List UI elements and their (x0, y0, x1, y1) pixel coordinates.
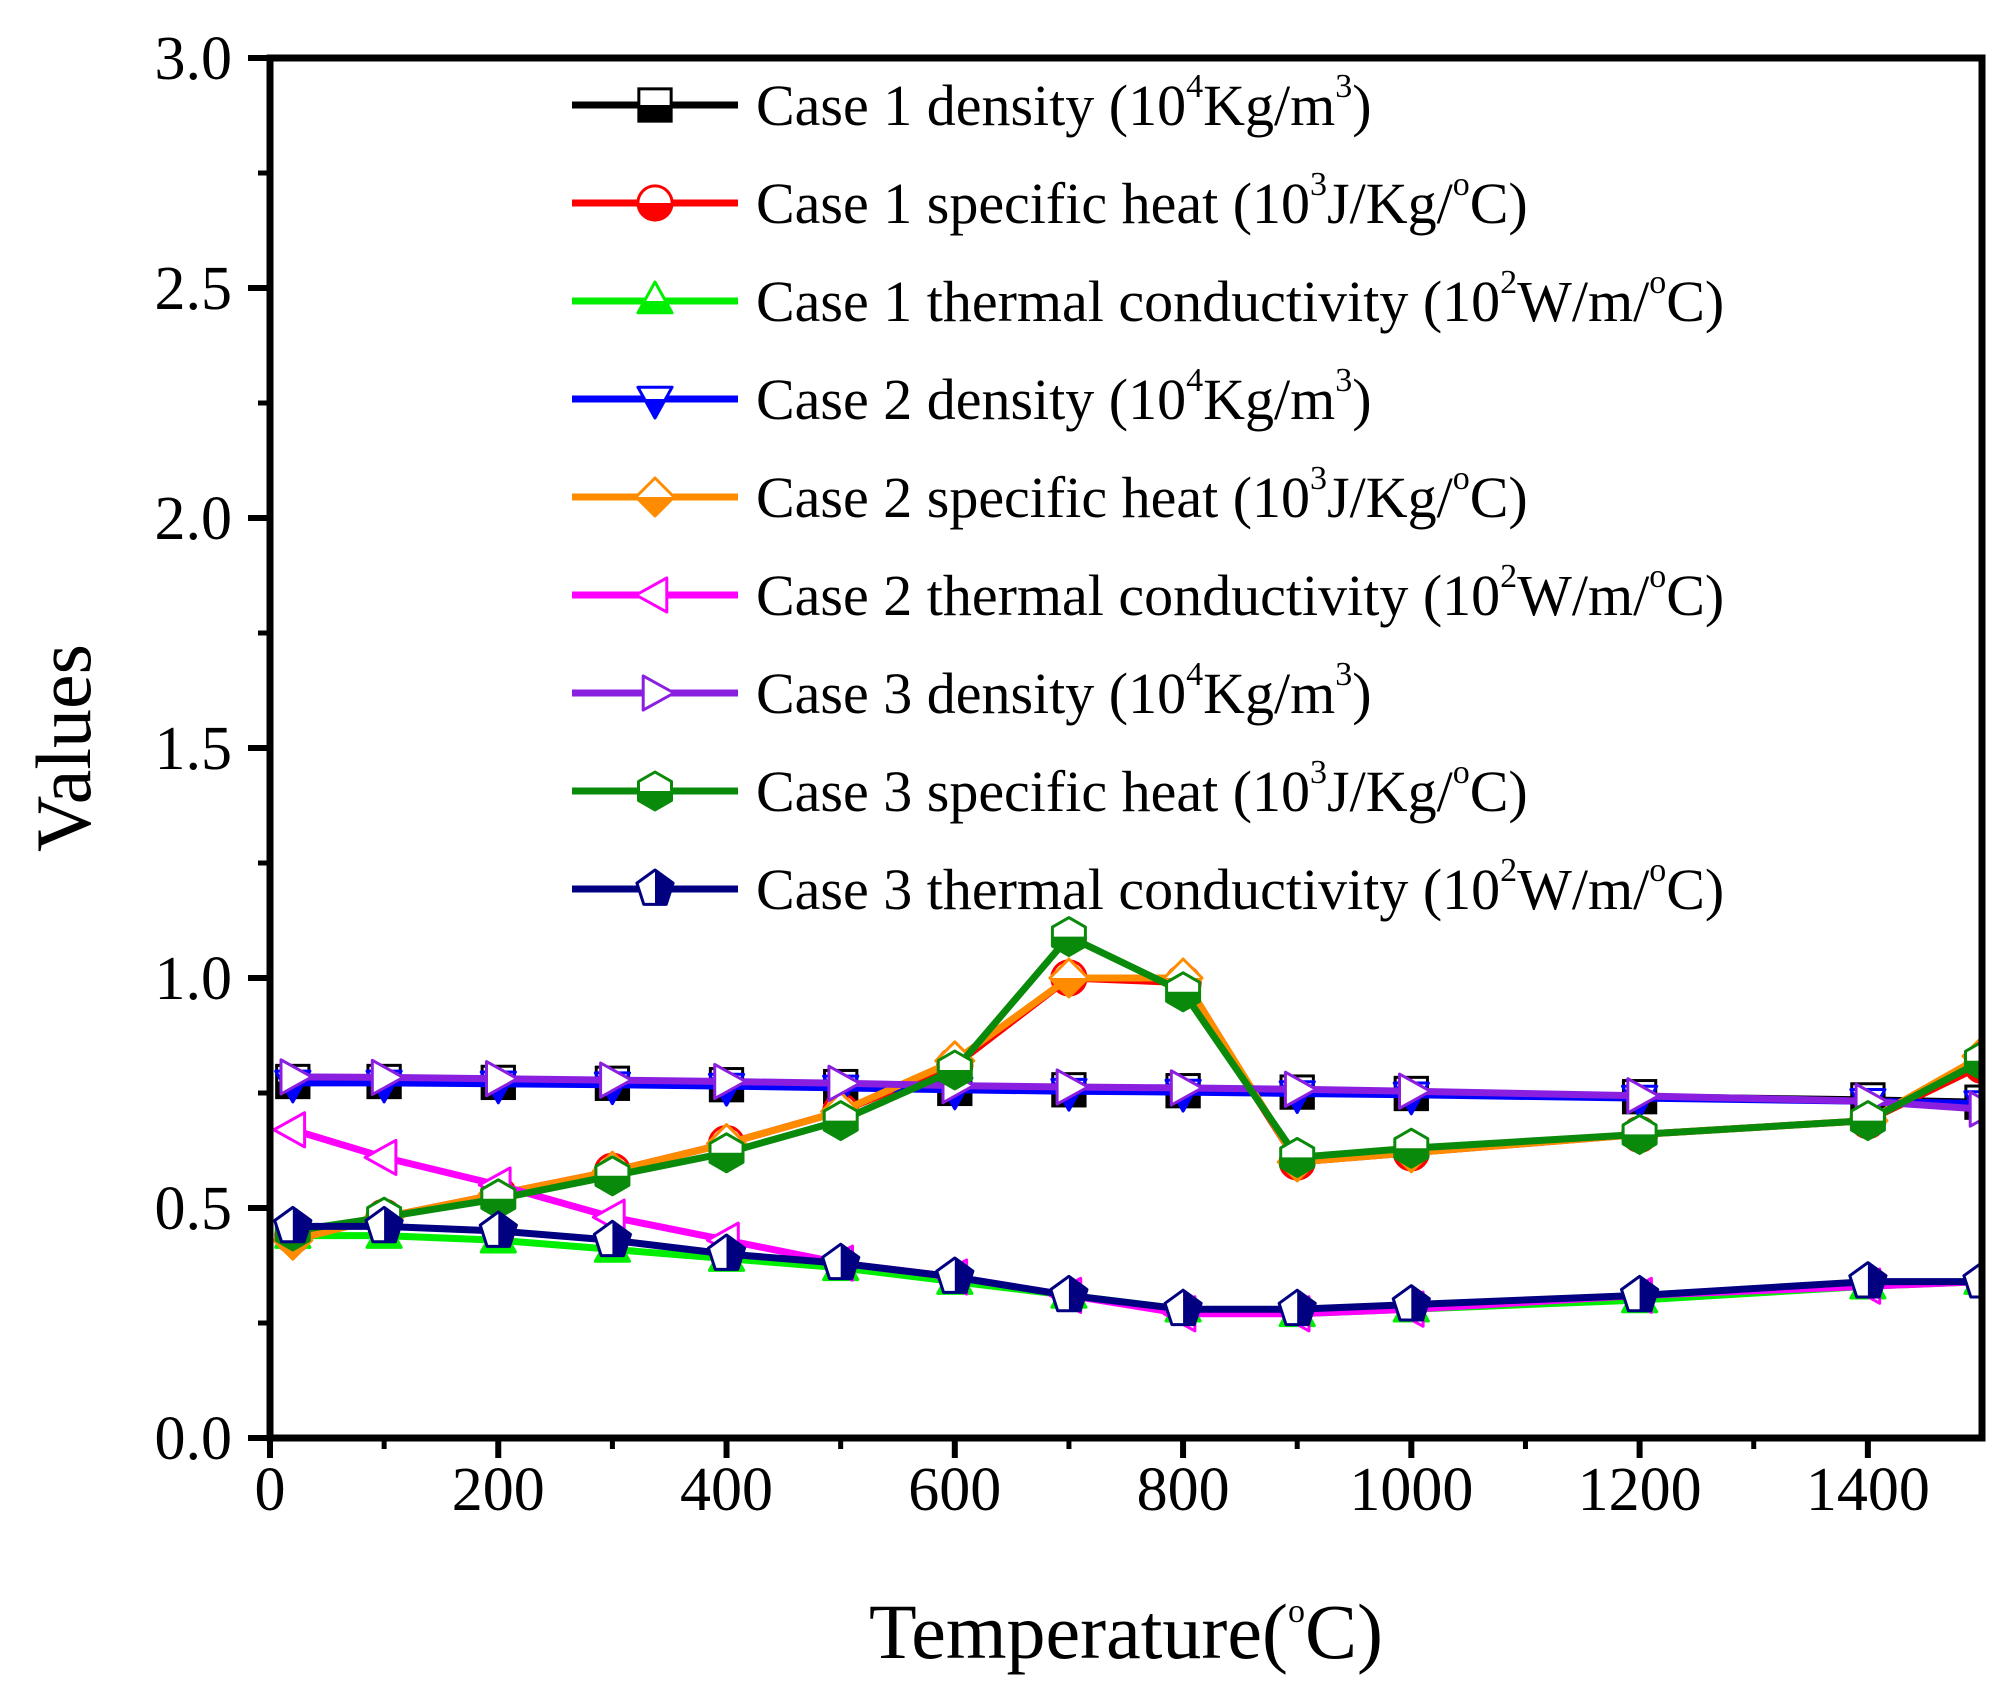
legend-marker (636, 385, 674, 420)
y-tick-label: 3.0 (155, 25, 233, 93)
legend-item-7: Case 3 density (104Kg/m3) (572, 656, 1372, 726)
legend-item-4: Case 2 density (104Kg/m3) (572, 362, 1372, 432)
legend-item-2: Case 1 specific heat (103J/Kg/oC) (572, 166, 1528, 236)
data-point (1169, 1069, 1204, 1107)
data-point (936, 1049, 973, 1091)
legend-label: Case 2 specific heat (103J/Kg/oC) (756, 460, 1528, 530)
data-point (1398, 1072, 1432, 1110)
x-axis-title-tail: C) (1305, 1588, 1383, 1675)
legend-label: Case 2 density (104Kg/m3) (756, 362, 1372, 432)
data-point (1621, 1113, 1658, 1155)
data-point (1277, 1288, 1317, 1327)
data-point (706, 1233, 747, 1271)
series-line-8 (292, 933, 1984, 1235)
x-axis-title-main: Temperature( (869, 1588, 1288, 1675)
legend-item-6: Case 2 thermal conductivity (102W/m/oC) (572, 558, 1724, 628)
legend-marker (637, 87, 673, 123)
legend: Case 1 density (104Kg/m3) Case 1 specific… (572, 68, 1724, 922)
x-axis-title-sup: o (1288, 1593, 1305, 1630)
data-point (713, 1062, 747, 1101)
data-point (370, 1058, 405, 1097)
y-tick-label: 1.5 (155, 715, 233, 783)
data-point (827, 1064, 862, 1102)
series-9 (273, 1205, 1984, 1327)
data-point (1048, 957, 1090, 999)
legend-label: Case 2 thermal conductivity (102W/m/oC) (756, 558, 1724, 628)
x-tick-label: 0 (255, 1456, 286, 1524)
data-point (279, 1058, 314, 1096)
data-point (1619, 1274, 1660, 1313)
data-point (1962, 1261, 1984, 1299)
series-2 (274, 959, 1984, 1255)
x-tick-label: 1000 (1349, 1456, 1473, 1524)
data-point (1055, 1068, 1090, 1106)
data-point (594, 1155, 631, 1197)
x-tick-label: 400 (680, 1456, 773, 1524)
data-point (1049, 1274, 1089, 1313)
legend-label: Case 3 specific heat (103J/Kg/oC) (756, 754, 1528, 824)
data-point (273, 1205, 313, 1244)
x-tick-label: 800 (1137, 1456, 1230, 1524)
x-tick-label: 200 (452, 1456, 545, 1524)
legend-label: Case 1 specific heat (103J/Kg/oC) (756, 166, 1528, 236)
data-point (1283, 1070, 1318, 1108)
legend-label: Case 1 thermal conductivity (102W/m/oC) (756, 264, 1724, 334)
legend-marker (634, 576, 669, 614)
series-line-9 (292, 1222, 1982, 1313)
y-axis-title: Values (20, 644, 107, 852)
legend-item-9: Case 3 thermal conductivity (102W/m/oC) (572, 852, 1724, 922)
data-point (1279, 1136, 1316, 1178)
legend-marker (636, 280, 674, 315)
data-point (1848, 1261, 1888, 1299)
data-point (822, 1100, 859, 1142)
data-point (708, 1132, 745, 1174)
data-point (599, 1061, 633, 1099)
y-tick-label: 2.0 (155, 485, 233, 553)
legend-label: Case 1 density (104Kg/m3) (756, 68, 1372, 138)
legend-item-1: Case 1 density (104Kg/m3) (572, 68, 1372, 138)
y-tick-label: 1.0 (155, 945, 233, 1013)
y-tick-label: 2.5 (155, 255, 233, 323)
data-point (935, 1256, 975, 1294)
series-5 (272, 957, 1984, 1261)
legend-marker (637, 770, 673, 812)
data-point (272, 1111, 307, 1149)
data-point (1849, 1100, 1886, 1142)
data-point (1165, 971, 1202, 1013)
x-tick-label: 1200 (1578, 1456, 1702, 1524)
x-tick-label: 600 (908, 1456, 1001, 1524)
y-tick-label: 0.0 (155, 1405, 233, 1473)
data-point (1391, 1284, 1431, 1322)
data-point (363, 1138, 398, 1177)
legend-label: Case 3 thermal conductivity (102W/m/oC) (756, 852, 1724, 922)
legend-item-3: Case 1 thermal conductivity (102W/m/oC) (572, 264, 1724, 334)
data-point (364, 1205, 404, 1244)
data-point (821, 1242, 861, 1281)
data-point (1050, 916, 1087, 958)
x-tick-label: 1400 (1806, 1456, 1930, 1524)
legend-item-5: Case 2 specific heat (103J/Kg/oC) (572, 460, 1528, 530)
data-point (478, 1210, 518, 1248)
x-axis-title: Temperature(oC) (869, 1588, 1383, 1675)
data-point (592, 1219, 633, 1258)
legend-label: Case 3 density (104Kg/m3) (756, 656, 1372, 726)
data-point (484, 1060, 519, 1098)
axis-ticks: 0 200 400 600 800 1000 1200 1400 0.0 0.5 1.0 1.5 2.0… (155, 25, 1930, 1524)
legend-marker (634, 476, 676, 518)
legend-marker (636, 184, 674, 222)
data-point (1393, 1127, 1430, 1169)
series-layer (272, 916, 1984, 1333)
y-tick-label: 0.5 (155, 1175, 233, 1243)
series-6 (272, 1111, 1984, 1333)
legend-marker (635, 868, 675, 906)
series-line-6 (291, 1126, 1983, 1318)
data-point (1163, 1288, 1203, 1327)
legend-item-8: Case 3 specific heat (103J/Kg/oC) (572, 754, 1528, 824)
legend-marker (641, 674, 676, 712)
data-point (1626, 1077, 1661, 1115)
